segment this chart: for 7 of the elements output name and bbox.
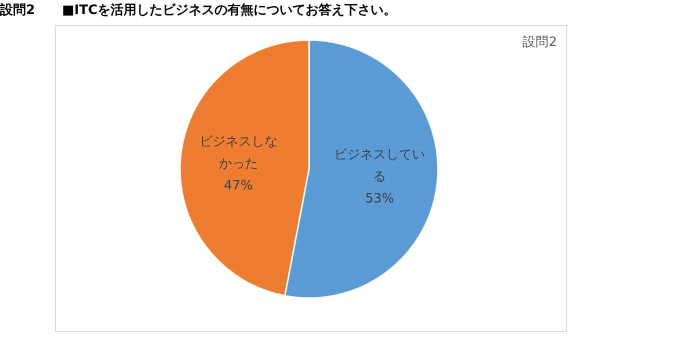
data-label: 47% [224, 178, 253, 194]
data-label: 53% [365, 192, 394, 207]
slice-label: ビジネスしている [334, 148, 426, 185]
text: 設問2 [522, 35, 557, 50]
slice-label: ビジネスしなかった [199, 134, 278, 172]
text: ■ITCを活用したビジネスの有無についてお答え下さい。 [62, 3, 397, 18]
text: 設問2 [0, 2, 36, 18]
